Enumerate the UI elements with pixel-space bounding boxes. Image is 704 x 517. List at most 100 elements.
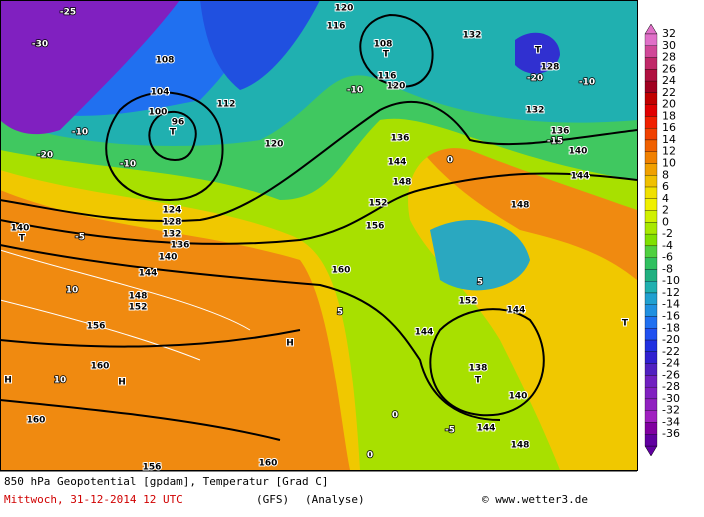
colorbar-label: 12 bbox=[662, 145, 676, 158]
colorbar: 32302826242220181614121086420-2-4-6-8-10… bbox=[644, 23, 680, 457]
map-label: 5 bbox=[477, 278, 483, 288]
map-label: 148 bbox=[511, 441, 530, 451]
colorbar-swatch bbox=[644, 186, 658, 199]
map-label: -20 bbox=[37, 151, 53, 161]
colorbar-label: 18 bbox=[662, 109, 676, 122]
map-label: 124 bbox=[163, 206, 182, 216]
map-label: 156 bbox=[366, 222, 385, 232]
map-label: -10 bbox=[120, 160, 136, 170]
map-field bbox=[0, 0, 637, 470]
colorbar-swatch bbox=[644, 410, 658, 423]
colorbar-label: 20 bbox=[662, 98, 676, 111]
map-label: T bbox=[19, 234, 26, 244]
colorbar-label: -4 bbox=[662, 239, 673, 252]
colorbar-label: -18 bbox=[662, 321, 680, 334]
colorbar-label: 26 bbox=[662, 62, 676, 75]
colorbar-label: -20 bbox=[662, 333, 680, 346]
colorbar-swatch bbox=[644, 257, 658, 270]
colorbar-swatch bbox=[644, 45, 658, 58]
colorbar-swatch bbox=[644, 128, 658, 141]
colorbar-swatch bbox=[644, 175, 658, 188]
footer-model: (GFS) bbox=[256, 493, 289, 506]
colorbar-swatch bbox=[644, 80, 658, 94]
colorbar-label: -24 bbox=[662, 357, 680, 370]
colorbar-label: 6 bbox=[662, 180, 669, 193]
map-label: 160 bbox=[27, 416, 46, 426]
colorbar-swatch bbox=[644, 57, 658, 70]
colorbar-swatch bbox=[644, 151, 658, 164]
colorbar-swatch bbox=[644, 422, 658, 435]
colorbar-swatch bbox=[644, 163, 658, 176]
colorbar-swatch bbox=[644, 386, 658, 400]
colorbar-swatch bbox=[644, 139, 658, 152]
map-label: 0 bbox=[447, 156, 453, 166]
map-label: 140 bbox=[569, 147, 588, 157]
colorbar-swatch bbox=[644, 104, 658, 117]
colorbar-swatch bbox=[644, 339, 658, 352]
footer-title: 850 hPa Geopotential [gpdam], Temperatur… bbox=[4, 475, 329, 488]
colorbar-label: -14 bbox=[662, 298, 680, 311]
colorbar-swatch bbox=[644, 328, 658, 341]
map-label: 116 bbox=[378, 72, 397, 82]
map-label: 100 bbox=[149, 108, 168, 118]
colorbar-label: 30 bbox=[662, 39, 676, 52]
map-label: -5 bbox=[445, 426, 455, 436]
map-label: 132 bbox=[463, 31, 482, 41]
map-label: 160 bbox=[332, 266, 351, 276]
colorbar-swatch bbox=[644, 434, 658, 447]
map-label: 128 bbox=[163, 218, 182, 228]
map-label: 112 bbox=[217, 100, 236, 110]
map-label: 152 bbox=[369, 199, 388, 209]
map-label: 144 bbox=[139, 269, 158, 279]
colorbar-label: 32 bbox=[662, 27, 676, 40]
map-label: 160 bbox=[259, 459, 278, 469]
colorbar-label: 14 bbox=[662, 133, 676, 146]
map-label: T bbox=[170, 128, 177, 138]
map-label: 144 bbox=[571, 172, 590, 182]
map-label: 136 bbox=[171, 241, 190, 251]
map-label: 104 bbox=[151, 88, 170, 98]
map-label: 144 bbox=[477, 424, 496, 434]
map-label: -10 bbox=[72, 128, 88, 138]
footer-date: Mittwoch, 31-12-2014 12 UTC bbox=[4, 493, 183, 506]
colorbar-label: -28 bbox=[662, 380, 680, 393]
colorbar-label: -30 bbox=[662, 392, 680, 405]
map-label: H bbox=[4, 376, 12, 386]
map-label: 140 bbox=[509, 392, 528, 402]
map-label: -25 bbox=[60, 8, 76, 18]
colorbar-label: 2 bbox=[662, 204, 669, 217]
map-label: 5 bbox=[337, 308, 343, 318]
map-label: 160 bbox=[91, 362, 110, 372]
map-label: 148 bbox=[129, 292, 148, 302]
map-label: 116 bbox=[327, 22, 346, 32]
map-label: 120 bbox=[335, 4, 354, 14]
map-label: 128 bbox=[541, 63, 560, 73]
colorbar-label: -12 bbox=[662, 286, 680, 299]
colorbar-swatch bbox=[644, 69, 658, 82]
map-label: 120 bbox=[387, 82, 406, 92]
map-label: 144 bbox=[388, 158, 407, 168]
colorbar-swatch bbox=[644, 351, 658, 364]
colorbar-label: 22 bbox=[662, 86, 676, 99]
map-label: 0 bbox=[367, 451, 373, 461]
colorbar-label: 0 bbox=[662, 215, 669, 228]
map-label: 120 bbox=[265, 140, 284, 150]
map-label: 136 bbox=[551, 127, 570, 137]
colorbar-swatch bbox=[644, 375, 658, 388]
colorbar-swatch bbox=[644, 292, 658, 305]
colorbar-swatch bbox=[644, 33, 658, 46]
map-label: T bbox=[475, 376, 482, 386]
map-label: -10 bbox=[347, 86, 363, 96]
map-label: -30 bbox=[32, 40, 48, 50]
map-label: 132 bbox=[526, 106, 545, 116]
colorbar-label: 16 bbox=[662, 121, 676, 134]
map-label: 140 bbox=[159, 253, 178, 263]
map-label: 96 bbox=[172, 118, 185, 128]
colorbar-swatch bbox=[644, 92, 658, 105]
map-label: 0 bbox=[392, 411, 398, 421]
map-label: H bbox=[286, 339, 294, 349]
map-labels: 10810096T1041121201241281321361401441481… bbox=[3, 3, 630, 474]
colorbar-label: -26 bbox=[662, 368, 680, 381]
map-label: 108 bbox=[156, 56, 175, 66]
map-label: 144 bbox=[507, 306, 526, 316]
